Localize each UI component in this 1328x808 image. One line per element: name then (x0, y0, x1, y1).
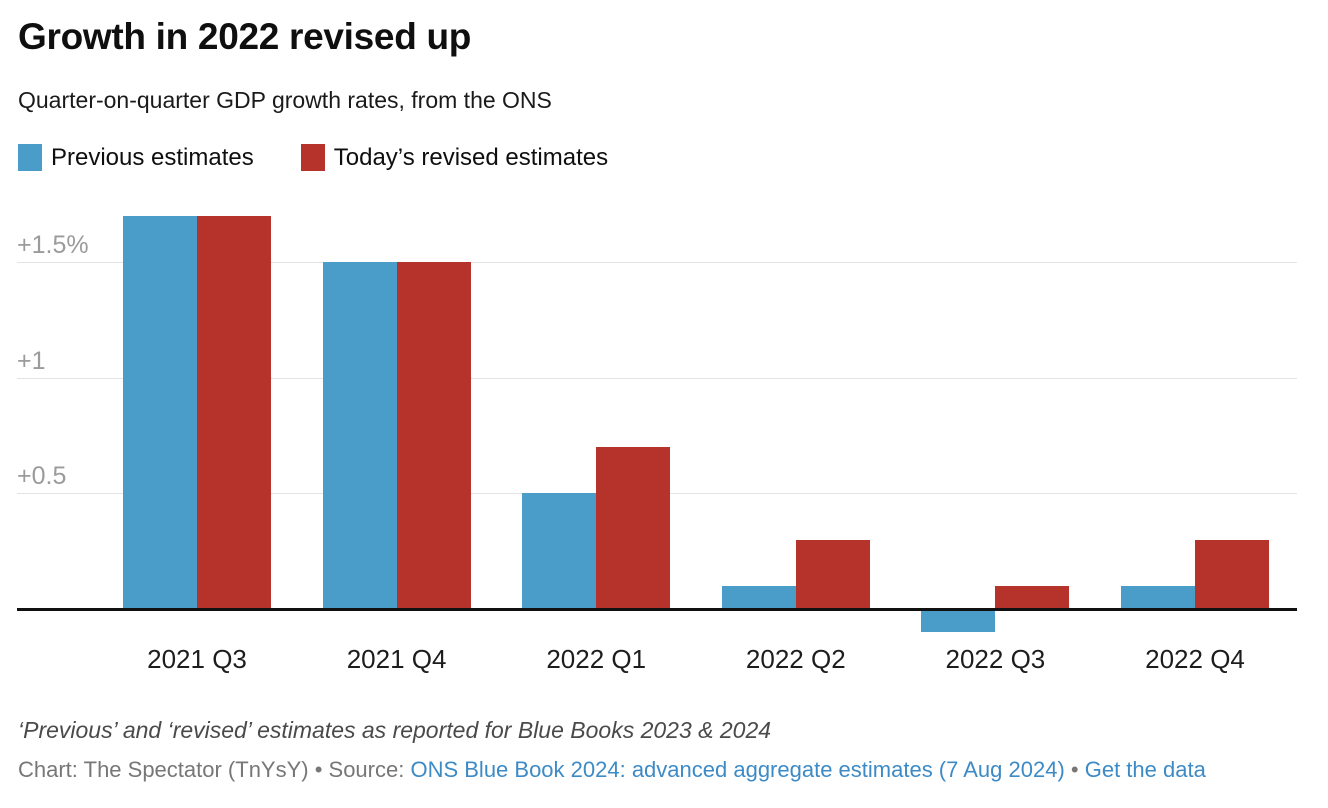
bar-revised-2022-q2 (795, 539, 870, 609)
credit-separator: • (1064, 757, 1085, 782)
x-axis-line (17, 608, 1297, 611)
legend-item-revised: Today’s revised estimates (300, 144, 609, 171)
bar-previous-2021-q4 (322, 262, 397, 609)
bar-revised-2022-q3 (995, 585, 1070, 609)
source-link[interactable]: ONS Blue Book 2024: advanced aggregate e… (410, 757, 1065, 782)
bar-previous-2022-q1 (522, 493, 597, 609)
x-axis-label-2021-q4: 2021 Q4 (346, 644, 447, 674)
legend-label-revised: Today’s revised estimates (333, 144, 609, 171)
legend-label-previous: Previous estimates (51, 144, 254, 171)
credit-line: Chart: The Spectator (TnYsY) • Source: O… (18, 756, 1206, 783)
gridline-1.5 (17, 262, 1297, 264)
bar-revised-2021-q3 (197, 215, 271, 609)
plot-area: +0.5 +1 +1.5% 2021 Q3 2021 Q4 2022 Q1 2022 Q2 2… (17, 200, 1297, 675)
bar-revised-2021-q4 (396, 262, 471, 609)
gridline-1 (17, 377, 1297, 379)
x-axis-label-2022-q1: 2022 Q1 (546, 644, 647, 674)
y-tick-label-0.5: +0.5 (17, 462, 67, 491)
x-axis-label-2022-q3: 2022 Q3 (945, 644, 1046, 674)
legend-swatch-revised (300, 144, 325, 171)
bar-previous-2022-q4 (1121, 585, 1195, 609)
legend-swatch-previous (18, 144, 42, 171)
chart-subtitle: Quarter-on-quarter GDP growth rates, fro… (18, 87, 552, 113)
footnote: ‘Previous’ and ‘revised’ estimates as re… (18, 717, 772, 743)
bar-revised-2022-q1 (596, 447, 671, 609)
x-axis-label-2022-q2: 2022 Q2 (745, 644, 846, 674)
x-axis-label-2022-q4: 2022 Q4 (1145, 644, 1245, 674)
bar-previous-2022-q3 (921, 609, 996, 633)
bar-revised-2022-q4 (1195, 539, 1269, 609)
y-tick-label-1.5: +1.5% (17, 231, 89, 260)
get-the-data-link[interactable]: Get the data (1084, 757, 1206, 782)
bar-previous-2021-q3 (123, 215, 197, 609)
x-axis-label-2021-q3: 2021 Q3 (147, 644, 247, 674)
legend: Previous estimates Today’s revised estim… (18, 144, 608, 171)
y-tick-label-1: +1 (17, 346, 46, 375)
chart-title: Growth in 2022 revised up (18, 16, 472, 57)
credit-prefix: Chart: The Spectator (TnYsY) • Source: (18, 757, 411, 782)
bar-previous-2022-q2 (721, 585, 796, 609)
legend-item-previous: Previous estimates (18, 144, 254, 171)
